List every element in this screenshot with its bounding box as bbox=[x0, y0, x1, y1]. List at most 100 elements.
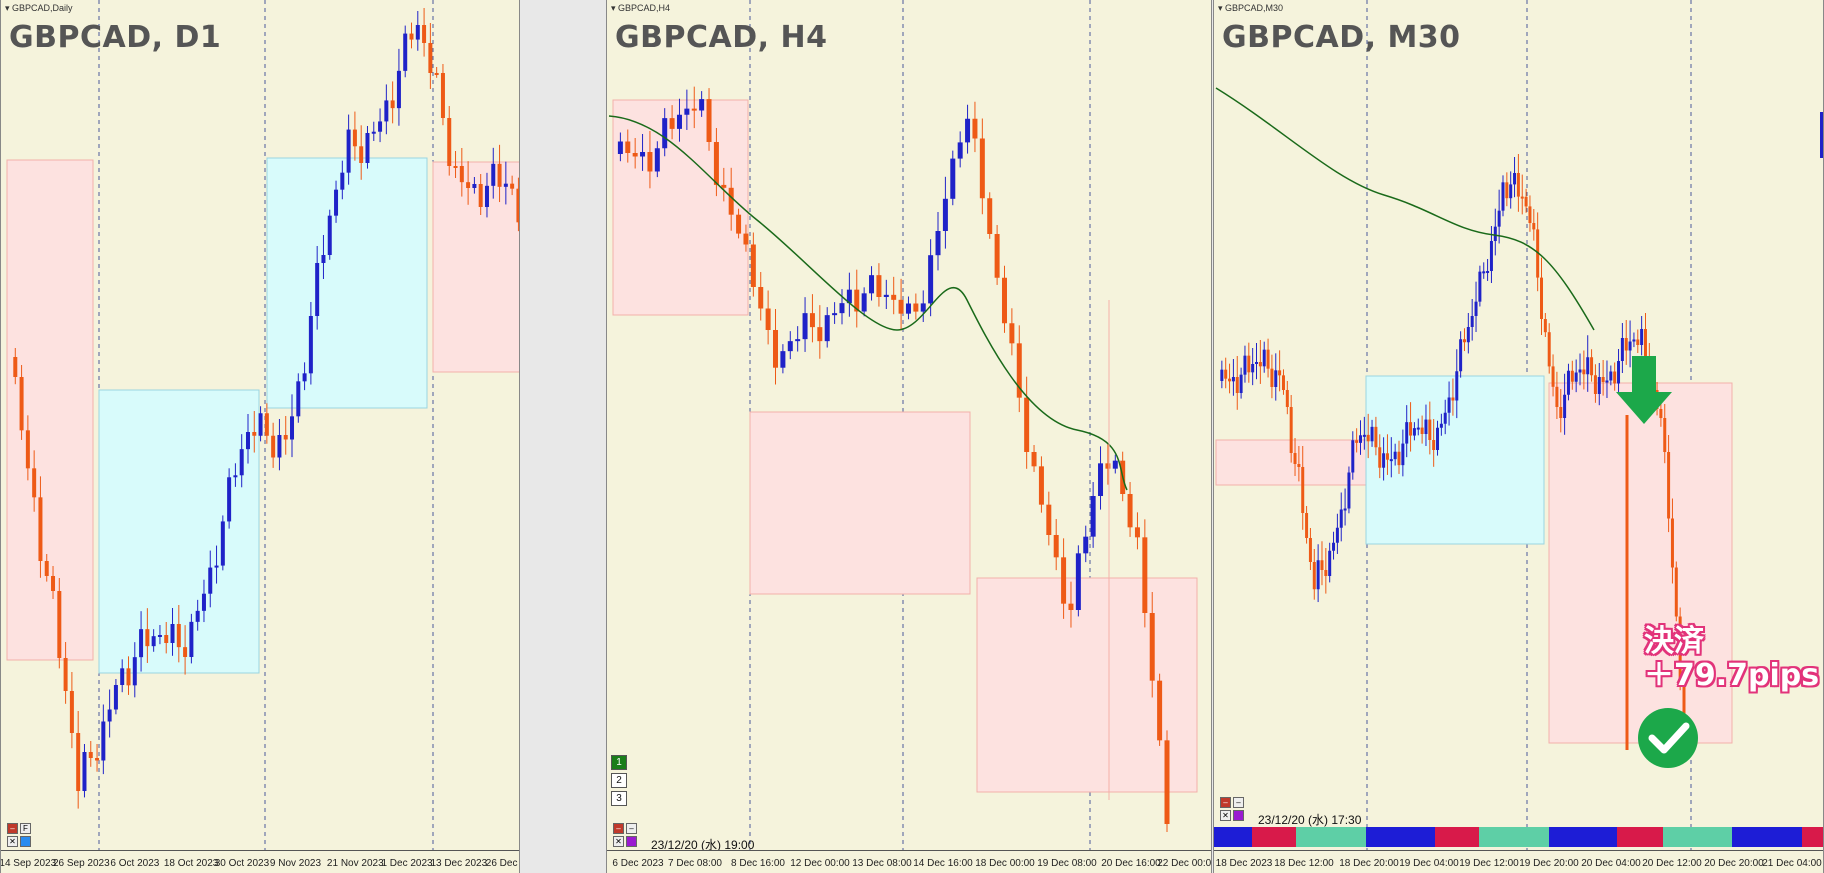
buy-zone bbox=[266, 157, 428, 409]
minimize-icon[interactable] bbox=[20, 836, 31, 847]
bull-candle bbox=[107, 709, 112, 722]
bear-candle bbox=[1024, 397, 1030, 452]
bear-candle bbox=[126, 668, 131, 686]
purple-button[interactable] bbox=[1233, 810, 1244, 821]
indicator-strip bbox=[1214, 827, 1823, 847]
bear-candle bbox=[913, 303, 919, 312]
bull-candle bbox=[780, 351, 786, 368]
bull-candle bbox=[1466, 327, 1470, 343]
bull-candle bbox=[396, 70, 401, 109]
price-chart-m30[interactable] bbox=[1214, 0, 1824, 873]
bear-candle bbox=[706, 99, 712, 142]
bear-candle bbox=[1428, 419, 1432, 440]
x-button[interactable]: ✕ bbox=[613, 836, 624, 847]
bear-candle bbox=[817, 327, 823, 342]
tf-button-1[interactable]: 1 bbox=[611, 755, 627, 770]
bull-candle bbox=[795, 339, 801, 342]
time-axis-label: 7 Dec 08:00 bbox=[668, 858, 722, 869]
bear-candle bbox=[497, 163, 502, 187]
bear-candle bbox=[758, 287, 764, 309]
time-axis-d1: 14 Sep 2023 26 Sep 2023 6 Oct 2023 18 Oct 2… bbox=[1, 850, 519, 873]
bear-candle bbox=[1559, 407, 1563, 418]
chart-pane-h4[interactable]: ▾ GBPCAD,H4 GBPCAD, H4 1 2 3 – – ✕ 23/12… bbox=[606, 0, 1212, 873]
price-chart-d1[interactable] bbox=[1, 0, 520, 873]
bear-candle bbox=[13, 357, 18, 377]
bear-candle bbox=[1009, 323, 1015, 344]
bear-candle bbox=[1224, 369, 1228, 379]
bear-candle bbox=[647, 152, 653, 172]
time-axis-label: 6 Oct 2023 bbox=[110, 858, 160, 869]
bull-candle bbox=[1262, 349, 1266, 367]
bull-candle bbox=[617, 141, 623, 154]
bull-candle bbox=[1347, 472, 1351, 509]
chart-title-m30: GBPCAD, M30 bbox=[1222, 20, 1461, 55]
window-tab-m30[interactable]: ▾ GBPCAD,M30 bbox=[1218, 3, 1283, 14]
x-button[interactable]: ✕ bbox=[1220, 810, 1231, 821]
tf-button-3[interactable]: 3 bbox=[611, 791, 627, 806]
close-icon[interactable]: – bbox=[1220, 797, 1231, 808]
bear-candle bbox=[736, 214, 742, 234]
bear-candle bbox=[1105, 463, 1111, 469]
bear-candle bbox=[632, 153, 638, 157]
bear-candle bbox=[25, 430, 30, 469]
bear-candle bbox=[1532, 223, 1536, 230]
bear-candle bbox=[1278, 370, 1282, 376]
bull-candle bbox=[1332, 542, 1336, 551]
strip-block bbox=[1548, 827, 1617, 847]
chart-title-h4: GBPCAD, H4 bbox=[615, 20, 828, 55]
bear-candle bbox=[1320, 560, 1324, 570]
bear-candle bbox=[625, 141, 631, 153]
bull-candle bbox=[220, 521, 225, 566]
bull-candle bbox=[1474, 301, 1478, 316]
bull-candle bbox=[1220, 369, 1224, 381]
tf-button-2[interactable]: 2 bbox=[611, 773, 627, 788]
bull-candle bbox=[258, 413, 263, 436]
bull-candle bbox=[1316, 560, 1320, 590]
bull-candle bbox=[1509, 184, 1513, 199]
bear-candle bbox=[1038, 466, 1044, 505]
bear-candle bbox=[1293, 453, 1297, 464]
bull-candle bbox=[302, 373, 307, 382]
bull-candle bbox=[1231, 377, 1235, 382]
price-chart-h4[interactable] bbox=[607, 0, 1212, 873]
bull-candle bbox=[1401, 443, 1405, 466]
bear-candle bbox=[898, 299, 904, 314]
window-tab-label: GBPCAD,M30 bbox=[1225, 3, 1284, 13]
bull-candle bbox=[1343, 508, 1347, 511]
bull-candle bbox=[384, 100, 389, 122]
f-button[interactable]: F bbox=[20, 823, 31, 834]
bear-candle bbox=[1409, 422, 1413, 436]
time-axis-label: 9 Nov 2023 bbox=[269, 858, 322, 869]
buy-zone bbox=[1365, 375, 1545, 545]
bull-candle bbox=[239, 449, 244, 476]
close-icon[interactable]: – bbox=[613, 823, 624, 834]
bull-candle bbox=[869, 275, 875, 294]
time-axis-m30: 18 Dec 2023 18 Dec 12:00 18 Dec 20:00 19 De… bbox=[1214, 850, 1823, 873]
window-tab-h4[interactable]: ▾ GBPCAD,H4 bbox=[611, 3, 670, 14]
bear-candle bbox=[1432, 440, 1436, 450]
minimize-icon[interactable]: – bbox=[1233, 797, 1244, 808]
bull-candle bbox=[1405, 422, 1409, 444]
x-button[interactable]: ✕ bbox=[7, 836, 18, 847]
bull-candle bbox=[684, 108, 690, 115]
time-axis-label: 19 Dec 20:00 bbox=[1519, 858, 1579, 869]
bull-candle bbox=[861, 293, 867, 312]
close-icon[interactable]: – bbox=[7, 823, 18, 834]
bear-candle bbox=[1046, 504, 1052, 535]
bull-candle bbox=[227, 477, 232, 522]
strip-block bbox=[1802, 827, 1823, 847]
bull-candle bbox=[1362, 434, 1366, 437]
bull-candle bbox=[378, 121, 383, 132]
minimize-icon[interactable]: – bbox=[626, 823, 637, 834]
dropdown-icon: ▾ bbox=[5, 3, 13, 13]
chart-pane-m30[interactable]: ▾ GBPCAD,M30 GBPCAD, M30 – – ✕ 23/12/20 … bbox=[1213, 0, 1824, 873]
bull-candle bbox=[170, 624, 175, 643]
bear-candle bbox=[69, 691, 74, 733]
bear-candle bbox=[669, 118, 675, 129]
window-tab-d1[interactable]: ▾ GBPCAD,Daily bbox=[5, 3, 73, 14]
bull-candle bbox=[905, 303, 911, 314]
bear-candle bbox=[1659, 409, 1663, 418]
purple-button[interactable] bbox=[626, 836, 637, 847]
chart-pane-d1[interactable]: ▾ GBPCAD,Daily GBPCAD, D1 – F ✕ 14 Sep 2… bbox=[0, 0, 520, 873]
timestamp-h4: 23/12/20 (水) 19:00 bbox=[651, 838, 755, 852]
